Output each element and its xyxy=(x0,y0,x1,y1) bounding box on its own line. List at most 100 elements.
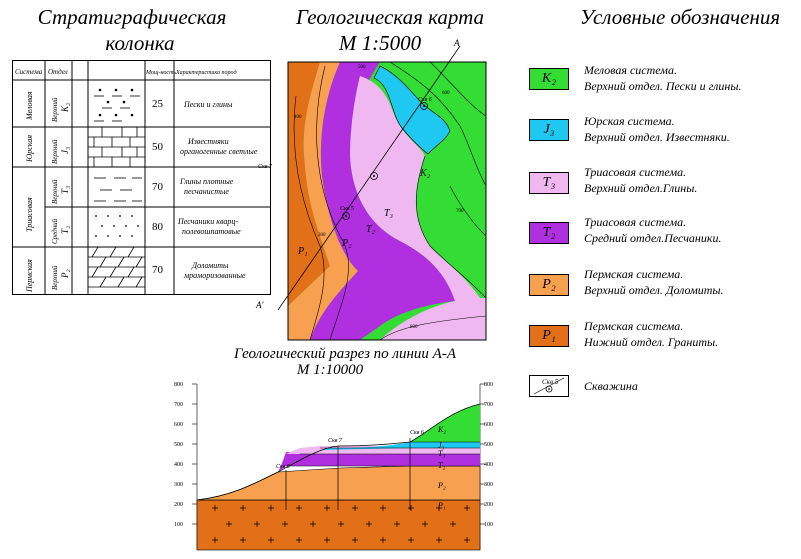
row-system-jurassic: Юрская xyxy=(25,135,34,163)
well-7-label: Скв 7 xyxy=(258,164,273,170)
section-label-j3: J₃ xyxy=(438,441,445,450)
legend-line2-t3: Верхний отдел.Глины. xyxy=(584,181,698,195)
well-5-label: Скв 5 xyxy=(340,206,354,212)
map-label-k2: K₂ xyxy=(419,168,431,179)
contour-label-2: 700 xyxy=(456,209,464,214)
legend-line2-p1: Нижний отдел. Граниты. xyxy=(584,335,719,349)
geological-map: А А' Скв 6 Скв 7 Скв 5 K₂ T₃ T₂ P₂ P₁ 50… xyxy=(255,38,487,341)
row-desc-4a: Доломиты xyxy=(191,261,229,270)
col-header-description: Характеристика пород xyxy=(175,69,237,76)
y-tick-500-r: 500 xyxy=(484,442,493,448)
contour-label-3: 400 xyxy=(294,115,302,120)
row-desc-2a: Глины плотные xyxy=(179,177,234,186)
y-tick-600: 600 xyxy=(174,422,183,428)
legend-line1-k2: Меловая система. xyxy=(584,63,677,77)
col-header-series: Отдел xyxy=(48,68,68,76)
row-thickness-1: 50 xyxy=(152,141,164,153)
column-title-line2: колонка xyxy=(105,31,175,55)
row-desc-2b: песчанистые xyxy=(184,187,229,196)
row-series-4: Верхний xyxy=(51,265,59,290)
map-label-p1: P₁ xyxy=(297,246,308,257)
row-index-0: K₂ xyxy=(60,103,70,113)
legend-box-j3: J₃ xyxy=(529,119,569,141)
row-desc-4b: мраморизованные xyxy=(183,271,246,280)
y-tick-500: 500 xyxy=(174,442,183,448)
legend-line1-t2: Триасовая система. xyxy=(584,215,687,229)
section-label-p1: P₁ xyxy=(437,501,446,510)
map-label-p2: P₂ xyxy=(341,238,352,249)
legend-line1-p1: Пермская система. xyxy=(584,319,684,333)
section-scale: М 1:10000 xyxy=(296,362,364,378)
line-end-a: А xyxy=(453,38,460,48)
section-well-6: Скв 6 xyxy=(410,430,424,436)
y-tick-400: 400 xyxy=(174,462,183,468)
legend-line1-well: Скважина xyxy=(584,379,638,393)
contour-label-5: 800 xyxy=(410,325,418,330)
row-index-1: J₃ xyxy=(60,147,70,154)
legend-line2-k2: Верхний отдел. Пески и глины. xyxy=(584,79,742,93)
legend-box-p1: P₁ xyxy=(529,325,569,347)
row-desc-3a: Песчаники кварц- xyxy=(177,217,238,226)
y-tick-100: 100 xyxy=(174,522,183,528)
well-6-label: Скв 6 xyxy=(418,97,432,103)
legend-well-index: Скв 5 xyxy=(542,378,559,386)
geological-section: 800 700 600 500 400 300 200 100 800 700 … xyxy=(174,382,493,551)
row-thickness-3: 80 xyxy=(152,221,164,233)
map-zone-t2 xyxy=(310,62,455,340)
well-6-marker xyxy=(420,102,428,110)
row-series-3: Средний xyxy=(51,218,59,244)
legend-box-t2: T₂ xyxy=(529,222,569,244)
section-label-p2: P₂ xyxy=(437,481,446,490)
map-zone-j3 xyxy=(373,65,451,155)
well-7-marker xyxy=(370,172,378,180)
y-tick-300-r: 300 xyxy=(484,482,493,488)
row-series-2: Верхний xyxy=(51,179,59,204)
map-title: Геологическая карта xyxy=(295,5,485,29)
row-series-0: Верхний xyxy=(51,97,59,122)
y-tick-700: 700 xyxy=(174,402,183,408)
contour-label-0: 500 xyxy=(358,65,366,70)
legend-box-well: Скв 5 xyxy=(529,375,569,397)
legend-line1-t3: Триасовая система. xyxy=(584,165,687,179)
row-series-1: Верхний xyxy=(51,139,59,164)
stratigraphic-column: Система Отдел Мощ-ность Характеристика п… xyxy=(12,60,271,295)
col-header-thickness: Мощ-ность xyxy=(145,70,176,76)
y-tick-200: 200 xyxy=(174,502,183,508)
y-tick-700-r: 700 xyxy=(484,402,493,408)
line-end-a2: А' xyxy=(255,300,264,310)
map-zone-t3 xyxy=(350,76,486,340)
row-thickness-2: 70 xyxy=(152,181,164,193)
column-title-line1: Стратиграфическая xyxy=(37,5,227,29)
y-tick-100-r: 100 xyxy=(484,522,493,528)
contour-label-1: 600 xyxy=(442,91,450,96)
map-label-t3: T₃ xyxy=(384,208,394,219)
row-desc-3b: полевошпатовые xyxy=(182,227,241,236)
row-desc-0a: Пески и глины xyxy=(183,100,233,109)
legend-line2-j3: Верхний отдел. Известняки. xyxy=(584,130,730,144)
section-layer-t2 xyxy=(286,452,480,466)
section-layer-j3 xyxy=(410,442,480,448)
y-tick-600-r: 600 xyxy=(484,422,493,428)
section-title: Геологический разрез по линии А-А xyxy=(233,346,456,362)
legend-box-t3: T₃ xyxy=(529,172,569,194)
y-tick-200-r: 200 xyxy=(484,502,493,508)
legend-line2-t2: Средний отдел.Песчаники. xyxy=(584,231,722,245)
y-tick-300: 300 xyxy=(174,482,183,488)
row-thickness-4: 70 xyxy=(152,264,164,276)
legend-box-p2: P₂ xyxy=(529,274,569,296)
y-tick-800: 800 xyxy=(174,382,183,388)
section-well-7: Скв 7 xyxy=(328,438,343,444)
legend-line1-j3: Юрская система. xyxy=(584,114,675,128)
row-system-triassic: Триасовая xyxy=(25,197,34,232)
map-zone-p2 xyxy=(288,62,358,340)
section-label-k2: K₂ xyxy=(437,425,446,434)
col-header-system: Система xyxy=(15,68,43,76)
legend-line1-p2: Пермская система. xyxy=(584,267,684,281)
section-layer-t3 xyxy=(320,446,480,454)
section-well-5: Скв 5 xyxy=(276,464,290,470)
row-system-permian: Пермская xyxy=(25,259,34,293)
row-thickness-0: 25 xyxy=(152,98,164,110)
section-layer-k2 xyxy=(410,404,480,442)
section-label-t2: T₂ xyxy=(438,461,445,470)
legend-box-k2: K₂ xyxy=(529,68,569,90)
